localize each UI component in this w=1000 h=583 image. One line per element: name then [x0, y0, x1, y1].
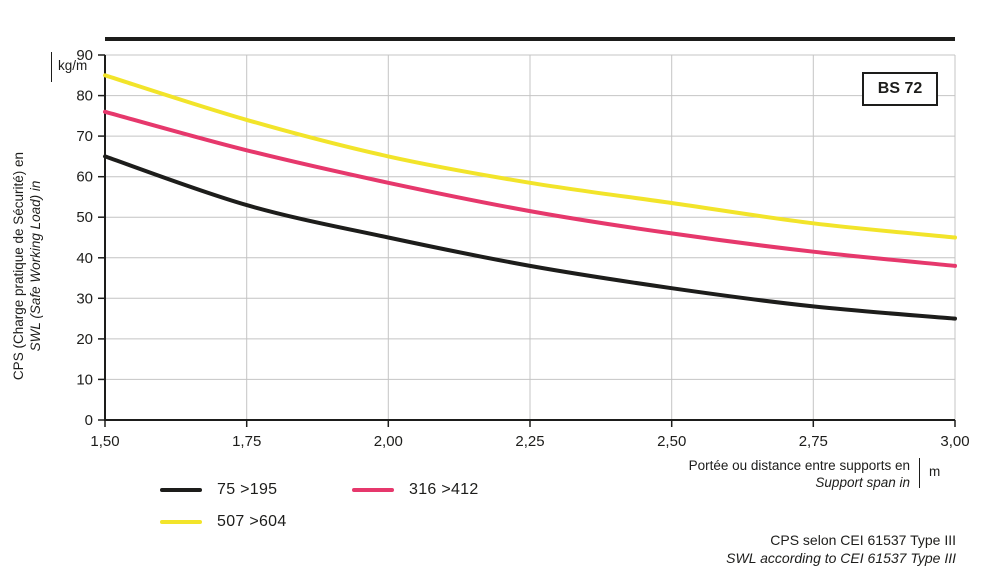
- svg-text:2,00: 2,00: [374, 433, 403, 450]
- svg-text:2,50: 2,50: [657, 433, 686, 450]
- x-axis-unit-divider: [919, 458, 920, 488]
- y-axis-label-fr: CPS (Charge pratique de Sécurité) en: [11, 151, 26, 381]
- legend-item: 507 >604: [160, 513, 287, 530]
- standard-footnote: CPS selon CEI 61537 Type III SWL accordi…: [600, 531, 956, 567]
- svg-text:0: 0: [85, 412, 93, 429]
- product-code-badge: BS 72: [862, 72, 938, 106]
- svg-text:2,75: 2,75: [799, 433, 828, 450]
- legend-label: 507 >604: [217, 513, 287, 530]
- y-axis-label-en: SWL (Safe Working Load) in: [28, 180, 43, 352]
- svg-text:3,00: 3,00: [940, 433, 969, 450]
- legend-line-swatch: [160, 488, 202, 492]
- legend-line-swatch: [352, 488, 394, 492]
- legend-line-swatch: [160, 520, 202, 524]
- svg-text:10: 10: [76, 371, 93, 388]
- svg-text:30: 30: [76, 290, 93, 307]
- y-axis-unit-divider: [51, 52, 52, 82]
- svg-text:60: 60: [76, 169, 93, 186]
- legend-item: 316 >412: [352, 481, 479, 498]
- chart-svg: 0 10 20 30 40 50 60 70 80 90 1,50 1,75 2,00 2,25 2,50 2…: [76, 37, 970, 450]
- svg-text:20: 20: [76, 331, 93, 348]
- svg-text:70: 70: [76, 128, 93, 145]
- y-axis-label: CPS (Charge pratique de Sécurité) en SWL…: [10, 106, 46, 426]
- svg-text:1,75: 1,75: [232, 433, 261, 450]
- standard-footnote-fr: CPS selon CEI 61537 Type III: [770, 532, 956, 548]
- svg-text:90: 90: [76, 47, 93, 64]
- x-axis-label: Portée ou distance entre supports en Sup…: [600, 457, 910, 491]
- legend-label: 316 >412: [409, 481, 479, 498]
- x-axis-unit: m: [929, 464, 941, 479]
- svg-text:1,50: 1,50: [90, 433, 119, 450]
- legend-item: 75 >195: [160, 481, 278, 498]
- standard-footnote-en: SWL according to CEI 61537 Type III: [726, 550, 956, 566]
- svg-text:2,25: 2,25: [515, 433, 544, 450]
- y-axis-unit: kg/m: [58, 58, 88, 73]
- svg-text:50: 50: [76, 209, 93, 226]
- x-axis-label-en: Support span in: [815, 475, 910, 490]
- legend-label: 75 >195: [217, 481, 278, 498]
- x-axis-label-fr: Portée ou distance entre supports en: [688, 458, 910, 473]
- svg-text:80: 80: [76, 88, 93, 105]
- svg-text:40: 40: [76, 250, 93, 267]
